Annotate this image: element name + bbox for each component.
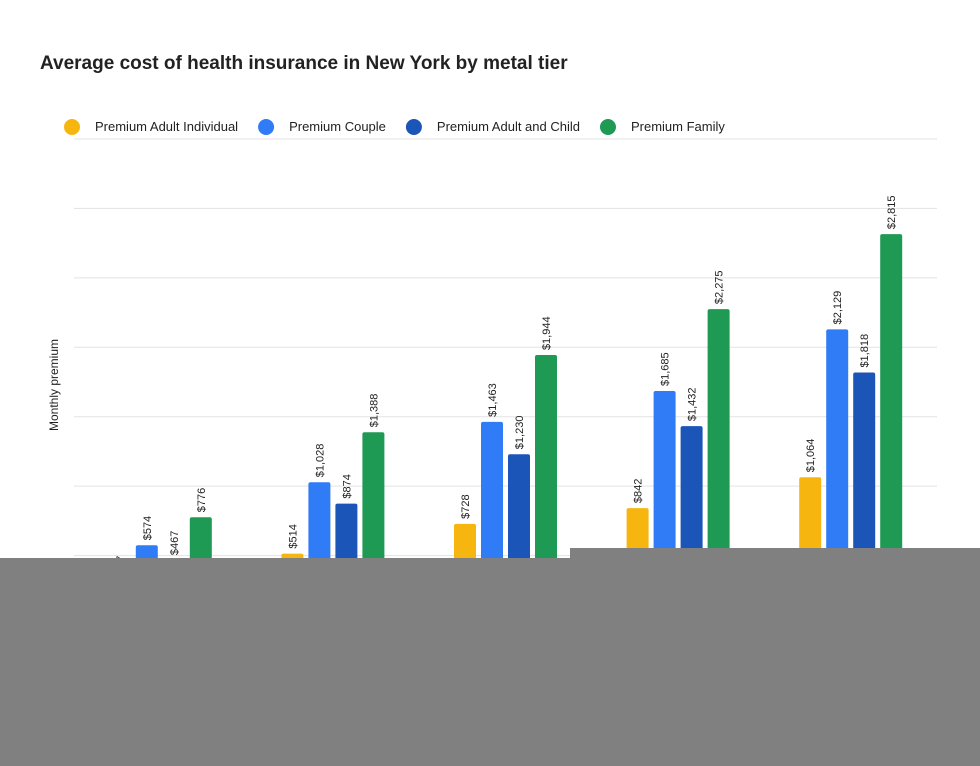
- bar: [880, 234, 903, 626]
- legend-swatch: [599, 119, 616, 135]
- value-label: $1,028: [314, 444, 326, 478]
- chart-title: Average cost of health insurance in New …: [40, 53, 568, 74]
- y-axis-label: Monthly premium: [47, 339, 61, 431]
- value-label: $1,818: [859, 334, 871, 368]
- value-label: $2,815: [886, 195, 898, 229]
- gray-block: [0, 548, 980, 766]
- value-label: $514: [287, 524, 299, 548]
- legend-label: Premium Adult Individual: [95, 119, 238, 134]
- legend-swatch: [258, 119, 275, 135]
- value-label: $574: [142, 516, 154, 540]
- value-label: $1,388: [368, 394, 380, 428]
- legend-label: Premium Family: [631, 119, 725, 134]
- bar: [707, 309, 730, 625]
- overlay: [0, 548, 980, 766]
- value-label: $2,129: [832, 291, 844, 325]
- value-label: $776: [196, 488, 208, 512]
- value-label: $1,685: [660, 352, 672, 386]
- value-label: $1,944: [541, 316, 553, 350]
- value-label: $1,064: [805, 439, 817, 473]
- bar: [535, 355, 557, 625]
- legend-label: Premium Couple: [289, 119, 386, 134]
- legend-swatch: [64, 119, 80, 135]
- value-label: $874: [341, 474, 353, 498]
- value-label: $2,275: [714, 270, 726, 304]
- value-label: $467: [169, 531, 181, 555]
- value-label: $1,463: [487, 383, 499, 417]
- value-label: $1,432: [687, 388, 699, 422]
- value-label: $1,230: [514, 416, 526, 450]
- value-label: $842: [633, 479, 645, 503]
- legend-swatch: [405, 119, 422, 135]
- value-label: $728: [460, 494, 472, 518]
- legend-label: Premium Adult and Child: [437, 119, 580, 134]
